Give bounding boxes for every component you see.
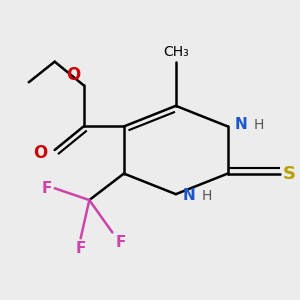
Text: F: F	[76, 241, 86, 256]
Text: H: H	[254, 118, 264, 132]
Text: H: H	[202, 189, 212, 202]
Text: S: S	[283, 165, 296, 183]
Text: N: N	[183, 188, 196, 203]
Text: O: O	[66, 66, 81, 84]
Text: CH₃: CH₃	[163, 45, 189, 59]
Text: F: F	[41, 181, 52, 196]
Text: N: N	[235, 118, 248, 133]
Text: O: O	[33, 144, 47, 162]
Text: F: F	[115, 236, 126, 250]
